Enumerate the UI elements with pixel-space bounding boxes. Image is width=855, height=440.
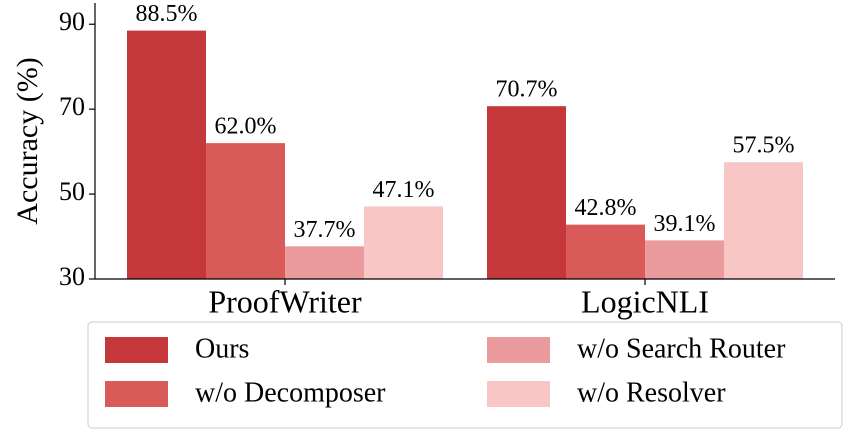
value-label: 62.0% xyxy=(215,114,277,140)
legend-label: Ours xyxy=(195,333,249,364)
bar xyxy=(285,246,364,279)
legend-swatch xyxy=(105,337,168,363)
legend-label: w/o Resolver xyxy=(577,377,726,408)
value-label: 39.1% xyxy=(654,211,716,237)
legend-swatch xyxy=(487,381,550,407)
value-label: 70.7% xyxy=(496,77,558,103)
legend-box xyxy=(87,321,843,429)
value-label: 42.8% xyxy=(575,195,637,221)
y-axis-label: Accuracy (%) xyxy=(11,57,44,224)
x-tick-label: ProofWriter xyxy=(208,283,362,319)
y-tick-label: 90 xyxy=(59,7,85,36)
legend-swatch xyxy=(105,381,168,407)
value-label: 37.7% xyxy=(294,217,356,243)
y-tick-label: 70 xyxy=(59,92,85,121)
bar xyxy=(127,30,206,279)
legend-label: w/o Search Router xyxy=(577,333,786,364)
bar xyxy=(645,240,724,279)
bar xyxy=(206,143,285,279)
bar xyxy=(487,106,566,279)
value-label: 57.5% xyxy=(733,133,795,159)
x-tick-label: LogicNLI xyxy=(581,283,709,319)
y-tick-label: 50 xyxy=(59,177,85,206)
y-tick-label: 30 xyxy=(59,262,85,291)
legend-label: w/o Decomposer xyxy=(195,377,386,408)
bar xyxy=(566,224,645,279)
value-label: 47.1% xyxy=(373,177,435,203)
value-label: 88.5% xyxy=(136,1,198,27)
bar xyxy=(364,206,443,279)
bar xyxy=(724,162,803,279)
legend-swatch xyxy=(487,337,550,363)
